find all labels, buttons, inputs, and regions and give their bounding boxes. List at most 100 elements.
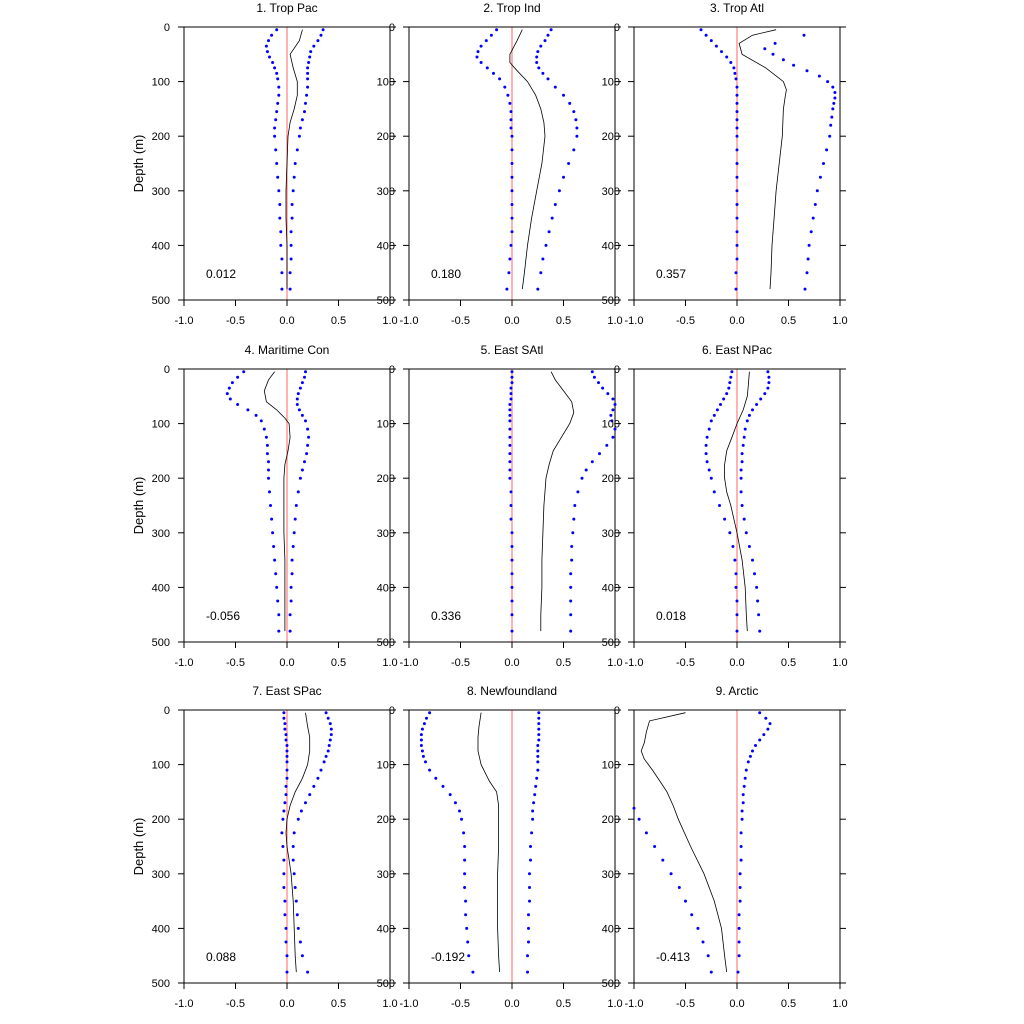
lower-bound-point: [448, 793, 452, 797]
lower-bound-point: [284, 784, 288, 788]
upper-bound-point: [740, 460, 744, 464]
upper-bound-point: [573, 504, 577, 507]
lower-bound-point: [506, 93, 510, 97]
upper-bound-point: [831, 85, 835, 89]
lower-bound-point: [715, 408, 719, 412]
upper-bound-point: [744, 768, 748, 772]
lower-bound-point: [267, 39, 270, 43]
lower-bound-point: [269, 504, 272, 507]
lower-bound-point: [731, 545, 735, 548]
lower-bound-point: [278, 216, 282, 220]
lower-bound-point: [510, 545, 514, 548]
upper-bound-point: [290, 203, 294, 206]
lower-bound-point: [735, 613, 739, 617]
lower-bound-point: [275, 71, 279, 75]
y-tick-label: 300: [602, 869, 620, 881]
lower-bound-point: [735, 257, 739, 261]
lower-bound-point: [242, 370, 246, 374]
lower-bound-point: [735, 230, 739, 234]
y-tick-label: 0: [164, 22, 170, 34]
lower-bound-point: [712, 490, 716, 494]
upper-bound-point: [773, 41, 777, 45]
lower-bound-point: [728, 381, 732, 385]
lower-bound-point: [637, 817, 641, 821]
chart-panel-1: 0 100 200 300 400 500 -1.0 -0.5 0.0 0.5 1.0 Depth (…: [131, 1, 398, 327]
y-tick-label: 0: [614, 705, 620, 717]
upper-bound-point: [570, 558, 574, 562]
x-tick-label: 0.0: [729, 998, 744, 1010]
lower-bound-point: [735, 126, 739, 130]
upper-bound-point: [601, 386, 605, 390]
upper-bound-point: [569, 572, 573, 576]
y-tick-label: 400: [602, 923, 620, 935]
lower-bound-point: [283, 899, 287, 903]
lower-bound-point: [705, 460, 709, 464]
x-tick-label: 0.5: [781, 315, 796, 327]
upper-bound-point: [306, 71, 310, 75]
lower-bound-point: [732, 66, 736, 70]
upper-bound-point: [610, 419, 614, 423]
upper-bound-point: [308, 55, 312, 59]
lower-bound-point: [729, 375, 733, 379]
y-tick-label: 100: [602, 77, 620, 89]
lower-bound-point: [510, 230, 514, 234]
lower-bound-point: [277, 613, 281, 617]
upper-bound-point: [758, 738, 762, 742]
lower-bound-point: [271, 61, 275, 64]
upper-bound-point: [536, 287, 540, 291]
upper-bound-point: [764, 716, 768, 720]
upper-bound-point: [571, 531, 575, 535]
lower-bound-point: [270, 517, 274, 521]
x-tick-label: 1.0: [382, 315, 397, 327]
x-tick-label: 1.0: [607, 657, 622, 669]
upper-bound-point: [527, 913, 530, 917]
y-axis-label: Depth (m): [131, 477, 146, 535]
lower-bound-point: [508, 460, 512, 464]
panel-title: 5. East SAtl: [481, 343, 544, 357]
lower-bound-point: [276, 101, 280, 105]
upper-bound-point: [745, 419, 749, 423]
y-tick-label: 200: [377, 131, 395, 143]
lower-bound-point: [280, 271, 284, 275]
upper-bound-point: [756, 599, 760, 603]
y-tick-label: 300: [377, 528, 395, 540]
upper-bound-point: [290, 572, 294, 576]
lower-bound-point: [709, 970, 713, 974]
y-axis-label: Depth (m): [131, 818, 146, 876]
upper-bound-point: [291, 845, 295, 848]
lower-bound-point: [265, 443, 269, 447]
upper-bound-point: [739, 490, 743, 494]
lower-bound-point: [284, 940, 288, 944]
lower-bound-point: [464, 913, 468, 917]
upper-bound-point: [295, 913, 299, 917]
x-tick-label: 1.0: [607, 315, 622, 327]
lower-bound-point: [510, 148, 514, 152]
upper-bound-point: [527, 940, 530, 944]
x-tick-label: -1.0: [625, 657, 644, 669]
lower-bound-point: [709, 419, 713, 423]
lower-bound-point: [236, 375, 240, 379]
x-tick-label: 0.5: [556, 998, 571, 1010]
lower-bound-point: [281, 845, 285, 848]
x-tick-label: 0.5: [556, 315, 571, 327]
lower-bound-point: [704, 452, 708, 456]
y-axis-label: Depth (m): [131, 135, 146, 193]
upper-bound-point: [292, 872, 296, 876]
lower-bound-point: [723, 517, 727, 521]
lower-bound-point: [276, 77, 280, 81]
lower-bound-point: [267, 476, 270, 480]
y-tick-label: 100: [152, 419, 170, 431]
correlation-value-label: -0.192: [431, 950, 465, 964]
y-tick-label: 500: [602, 978, 620, 990]
upper-bound-point: [539, 44, 543, 48]
upper-bound-point: [288, 629, 292, 633]
upper-bound-point: [781, 58, 785, 62]
y-tick-label: 400: [152, 240, 170, 252]
upper-bound-point: [292, 175, 296, 179]
y-tick-label: 200: [602, 814, 620, 826]
x-tick-label: -1.0: [625, 998, 644, 1010]
mean-profile-line: [724, 371, 750, 632]
upper-bound-point: [290, 216, 294, 220]
lower-bound-point: [509, 504, 513, 507]
lower-bound-point: [684, 899, 687, 903]
